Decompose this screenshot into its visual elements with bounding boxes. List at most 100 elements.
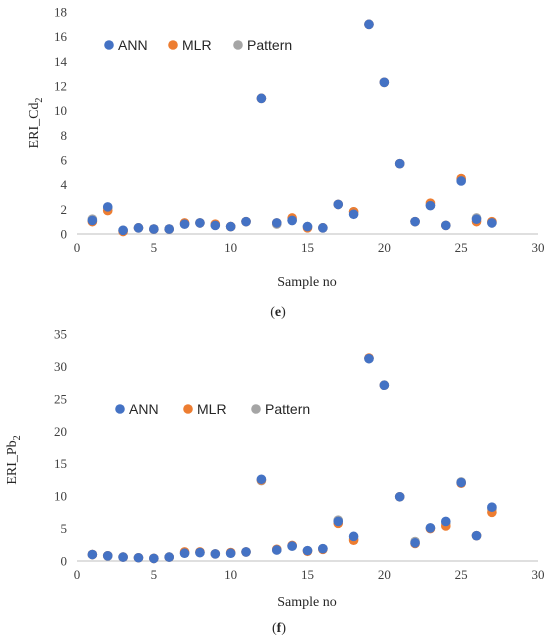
data-point-ann <box>379 380 390 391</box>
data-point-ann <box>287 215 297 226</box>
panel-label-open: ( <box>270 305 275 320</box>
x-tick-label: 20 <box>378 567 391 582</box>
data-point-ann <box>471 214 482 224</box>
data-point-ann <box>179 219 190 229</box>
y-tick-label: 35 <box>54 327 67 342</box>
data-point-ann <box>456 176 466 186</box>
data-point-ann <box>133 223 144 233</box>
y-axis-title-subscript: 2 <box>34 98 45 103</box>
x-tick-label: 10 <box>224 240 237 255</box>
y-tick-label: 12 <box>54 79 67 94</box>
legend-marker-pattern <box>233 40 243 50</box>
data-point-ann <box>164 552 174 562</box>
y-tick-label: 18 <box>54 5 67 20</box>
x-tick-label: 20 <box>378 240 391 255</box>
x-tick-label: 15 <box>301 567 314 582</box>
data-point-ann <box>241 547 251 557</box>
y-tick-label: 6 <box>61 153 68 168</box>
y-axis-title-subscript: 2 <box>12 435 23 440</box>
data-point-ann <box>487 502 497 512</box>
data-point-ann <box>333 199 344 210</box>
panel-label-letter: f <box>277 621 282 636</box>
data-point-ann <box>164 224 174 234</box>
data-point-ann <box>118 225 128 236</box>
legend-label-pattern: Pattern <box>265 401 310 417</box>
data-point-ann <box>302 545 313 556</box>
x-tick-label: 15 <box>301 240 314 255</box>
y-tick-label: 16 <box>54 29 68 44</box>
data-point-ann <box>256 474 267 485</box>
panel-label-f: (f) <box>272 621 286 636</box>
x-tick-label: 25 <box>455 240 468 255</box>
x-tick-label: 30 <box>532 240 545 255</box>
data-point-ann <box>133 552 144 563</box>
panel-label-close: ) <box>281 305 286 320</box>
x-axis-title: Sample no <box>277 595 337 610</box>
data-point-ann <box>271 218 282 228</box>
y-tick-label: 10 <box>54 489 67 504</box>
legend-marker-mlr <box>183 404 193 414</box>
data-point-ann <box>471 530 482 541</box>
x-tick-label: 0 <box>74 567 81 582</box>
data-point-ann <box>410 216 420 227</box>
y-axis-title-text: ERI_Pb <box>5 440 20 484</box>
y-axis-title: ERI_Cd2 <box>27 98 45 149</box>
data-point-ann <box>379 77 390 88</box>
y-tick-label: 14 <box>54 54 68 69</box>
data-point-ann <box>364 19 374 30</box>
data-point-ann <box>425 523 436 533</box>
data-point-ann <box>225 221 236 232</box>
y-tick-label: 15 <box>54 456 67 471</box>
data-point-ann <box>394 158 405 169</box>
x-tick-label: 30 <box>532 567 545 582</box>
data-point-ann <box>102 202 113 212</box>
data-point-ann <box>149 553 159 564</box>
x-tick-label: 5 <box>151 567 158 582</box>
data-point-ann <box>118 552 128 562</box>
data-point-ann <box>149 224 159 234</box>
data-point-ann <box>441 516 451 527</box>
x-axis-title: Sample no <box>277 275 337 290</box>
data-point-ann <box>487 218 497 228</box>
data-point-ann <box>87 215 98 226</box>
data-point-ann <box>425 200 436 211</box>
data-point-ann <box>225 548 236 559</box>
y-tick-label: 5 <box>61 521 68 536</box>
x-tick-label: 0 <box>74 240 81 255</box>
data-point-ann <box>210 549 221 559</box>
x-tick-label: 10 <box>224 567 237 582</box>
legend-label-ann: ANN <box>129 401 159 417</box>
data-point-ann <box>318 223 328 233</box>
data-point-ann <box>241 216 251 227</box>
data-point-ann <box>456 477 466 488</box>
legend-marker-mlr <box>168 40 178 50</box>
y-tick-label: 0 <box>61 227 68 242</box>
y-tick-label: 0 <box>61 554 68 569</box>
y-tick-label: 30 <box>54 359 67 374</box>
legend-marker-pattern <box>251 404 261 414</box>
data-point-ann <box>256 93 267 104</box>
panel-label-close: ) <box>281 621 286 636</box>
x-tick-label: 25 <box>455 567 468 582</box>
legend-label-pattern: Pattern <box>247 37 292 53</box>
data-point-ann <box>210 220 221 231</box>
data-point-ann <box>302 221 313 232</box>
panel-label-e: (e) <box>270 305 286 320</box>
data-point-ann <box>318 543 328 554</box>
y-tick-label: 10 <box>54 103 67 118</box>
data-point-ann <box>441 220 451 231</box>
data-point-ann <box>271 545 282 555</box>
y-tick-label: 25 <box>54 391 67 406</box>
data-point-ann <box>195 547 205 558</box>
panel-label-open: ( <box>272 621 277 636</box>
legend-marker-ann <box>115 404 125 414</box>
data-point-ann <box>179 548 190 559</box>
y-tick-label: 20 <box>54 424 67 439</box>
y-tick-label: 4 <box>61 177 68 192</box>
y-axis-title: ERI_Pb2 <box>5 435 23 484</box>
y-tick-label: 2 <box>61 202 68 217</box>
data-point-ann <box>410 538 420 548</box>
panel-label-letter: e <box>275 305 281 320</box>
legend-label-mlr: MLR <box>182 37 212 53</box>
